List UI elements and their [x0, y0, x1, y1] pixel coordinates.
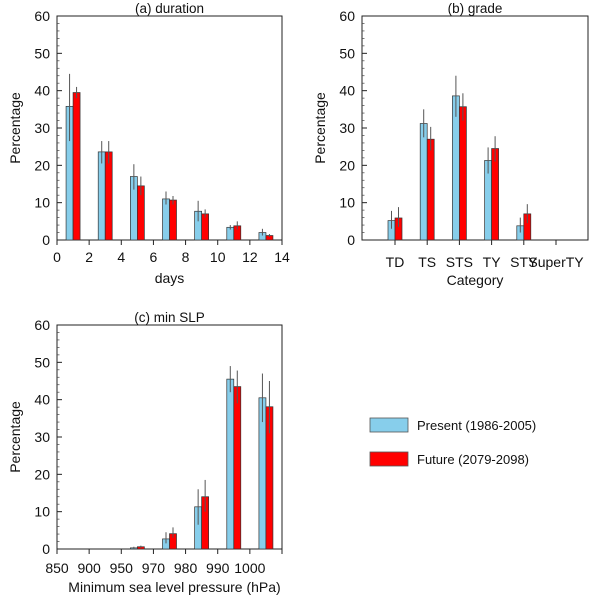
panel-title: (b) grade: [448, 1, 503, 16]
x-axis-label: Category: [447, 272, 504, 288]
bar-future: [104, 151, 113, 241]
panel-min-slp: 0 10 20 30 40 50 60 850 900 950 970 980 990 1000 (c) m…: [7, 310, 283, 595]
x-tick-label: 10: [210, 249, 226, 265]
y-tick-label: 50: [339, 45, 355, 61]
y-tick-label: 40: [34, 83, 50, 99]
y-tick-label: 20: [34, 466, 50, 482]
y-tick-label: 60: [339, 8, 355, 24]
y-tick-label: 40: [34, 392, 50, 408]
bar-present: [419, 123, 428, 241]
legend-swatch: [369, 451, 409, 467]
y-axis-label: Percentage: [7, 401, 23, 473]
x-tick-label: 8: [182, 249, 190, 265]
x-tick-label: 6: [150, 249, 158, 265]
y-tick-label: 10: [34, 195, 50, 211]
bar-future: [169, 199, 177, 241]
x-tick-label: SuperTY: [528, 254, 584, 270]
x-tick-label: 2: [85, 249, 93, 265]
legend: Present (1986-2005) Future (2079-2098): [369, 417, 536, 467]
y-tick-label: 20: [339, 157, 355, 173]
y-tick-label: 30: [34, 120, 50, 136]
bar-future: [201, 213, 209, 241]
panel-title: (a) duration: [135, 1, 204, 16]
x-tick-label: 990: [206, 560, 230, 576]
y-tick-label: 0: [347, 232, 355, 248]
bar-present: [162, 198, 170, 241]
y-axis-label: Percentage: [312, 92, 328, 164]
y-tick-label: 40: [339, 83, 355, 99]
y-tick-label: 50: [34, 354, 50, 370]
y-tick-label: 60: [34, 8, 50, 24]
plot-frame: [361, 15, 589, 241]
y-tick-label: 10: [339, 195, 355, 211]
y-tick-label: 60: [34, 317, 50, 333]
x-tick-label: 850: [45, 560, 69, 576]
bar-future: [426, 138, 435, 241]
y-tick-label: 30: [34, 429, 50, 445]
x-tick-label: TD: [386, 254, 405, 270]
plot-frame: [56, 324, 283, 550]
x-axis-label: days: [155, 270, 185, 286]
y-tick-label: 0: [42, 232, 50, 248]
panel-title: (c) min SLP: [134, 310, 205, 325]
x-tick-label: STS: [446, 254, 473, 270]
x-tick-label: STY: [510, 254, 538, 270]
legend-swatch: [369, 417, 409, 433]
x-tick-label: 970: [142, 560, 166, 576]
y-tick-label: 0: [42, 541, 50, 557]
bar-present: [97, 151, 106, 241]
bar-future: [459, 106, 467, 241]
panel-duration: 0 10 20 30 40 50 60 0 2 4 6 8 10 12 14 (a) duration Perc…: [7, 1, 290, 286]
y-tick-label: 50: [34, 45, 50, 61]
x-tick-label: 12: [242, 249, 258, 265]
x-tick-label: TY: [483, 254, 502, 270]
legend-label: Future (2079-2098): [417, 452, 529, 467]
x-tick-label: 1000: [234, 560, 265, 576]
bar-future: [491, 148, 499, 241]
x-tick-label: 950: [110, 560, 134, 576]
x-tick-label: 4: [117, 249, 125, 265]
x-tick-label: TS: [418, 254, 436, 270]
bar-future: [72, 92, 81, 241]
x-tick-label: 0: [53, 249, 61, 265]
x-tick-label: 980: [174, 560, 198, 576]
x-tick-label: 900: [77, 560, 101, 576]
x-axis-label: Minimum sea level pressure (hPa): [68, 579, 280, 595]
y-tick-label: 20: [34, 157, 50, 173]
x-tick-label: 14: [274, 249, 290, 265]
y-tick-label: 10: [34, 504, 50, 520]
bar-present: [452, 95, 460, 241]
bar-future: [233, 386, 242, 550]
y-tick-label: 30: [339, 120, 355, 136]
legend-label: Present (1986-2005): [417, 418, 536, 433]
y-axis-label: Percentage: [7, 92, 23, 164]
bar-present: [226, 378, 235, 550]
